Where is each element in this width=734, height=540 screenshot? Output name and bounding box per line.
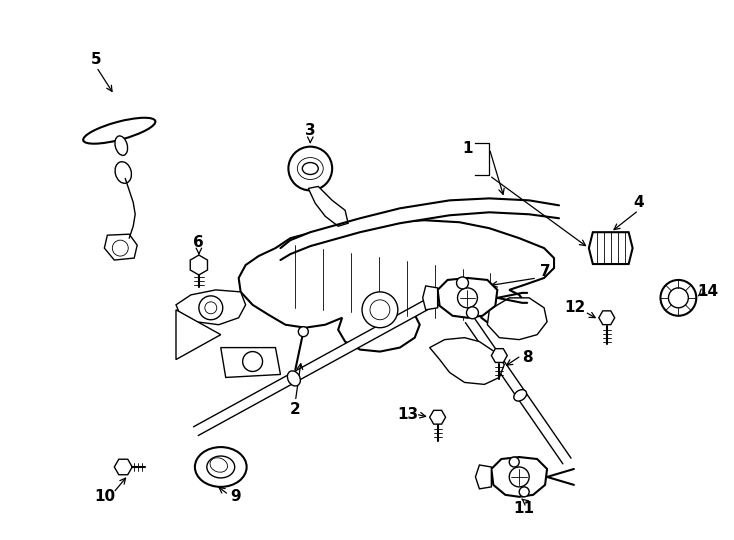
Polygon shape: [429, 410, 446, 424]
Circle shape: [288, 147, 333, 191]
Polygon shape: [423, 286, 437, 310]
Polygon shape: [308, 186, 348, 226]
Circle shape: [362, 292, 398, 328]
Text: 12: 12: [564, 300, 586, 315]
Polygon shape: [589, 232, 633, 264]
Text: 6: 6: [194, 235, 204, 249]
Polygon shape: [239, 220, 554, 352]
Text: 8: 8: [522, 350, 532, 365]
Ellipse shape: [302, 163, 319, 174]
Circle shape: [669, 288, 688, 308]
Polygon shape: [176, 290, 246, 325]
Text: 2: 2: [290, 402, 301, 417]
Circle shape: [509, 457, 519, 467]
Polygon shape: [104, 234, 137, 260]
Circle shape: [519, 487, 529, 497]
Polygon shape: [599, 311, 614, 325]
Polygon shape: [491, 457, 547, 497]
Polygon shape: [487, 298, 547, 340]
Text: 7: 7: [539, 265, 550, 280]
Text: 4: 4: [633, 195, 644, 210]
Text: 14: 14: [698, 285, 719, 299]
Polygon shape: [280, 198, 559, 260]
Ellipse shape: [195, 447, 247, 487]
Polygon shape: [437, 278, 498, 318]
Ellipse shape: [210, 458, 228, 472]
Ellipse shape: [514, 390, 526, 401]
Text: 10: 10: [95, 489, 116, 504]
Circle shape: [298, 327, 308, 336]
Circle shape: [370, 300, 390, 320]
Circle shape: [199, 296, 222, 320]
Ellipse shape: [207, 456, 235, 478]
Circle shape: [205, 302, 217, 314]
Polygon shape: [491, 349, 507, 362]
Circle shape: [112, 240, 128, 256]
Polygon shape: [190, 255, 208, 275]
Circle shape: [243, 352, 263, 372]
Polygon shape: [465, 317, 571, 464]
Ellipse shape: [83, 118, 156, 144]
Polygon shape: [176, 310, 221, 360]
Polygon shape: [115, 459, 132, 475]
Text: 5: 5: [91, 52, 102, 66]
Circle shape: [467, 307, 479, 319]
Polygon shape: [476, 465, 491, 489]
Text: 1: 1: [462, 141, 473, 156]
Ellipse shape: [297, 158, 323, 179]
Circle shape: [457, 277, 468, 289]
Circle shape: [457, 288, 477, 308]
Text: 13: 13: [397, 407, 418, 422]
Ellipse shape: [288, 371, 300, 386]
Polygon shape: [429, 338, 504, 384]
Text: 9: 9: [230, 489, 241, 504]
Ellipse shape: [115, 162, 131, 183]
Polygon shape: [194, 298, 434, 436]
Ellipse shape: [115, 136, 128, 156]
Text: 11: 11: [514, 501, 534, 516]
Text: 3: 3: [305, 123, 316, 138]
Polygon shape: [221, 348, 280, 377]
Circle shape: [661, 280, 697, 316]
Circle shape: [509, 467, 529, 487]
